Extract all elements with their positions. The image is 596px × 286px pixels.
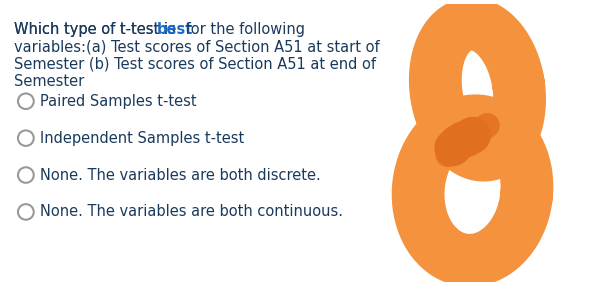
Text: Which type of t-test is: Which type of t-test is	[14, 22, 181, 37]
Text: variables:(a) Test scores of Section A51 at start of: variables:(a) Test scores of Section A51…	[14, 39, 380, 54]
Text: Paired Samples t-test: Paired Samples t-test	[40, 94, 196, 109]
Text: Which type of t-test is ​best​ for the following: Which type of t-test is ​best​ for the f…	[14, 22, 336, 37]
Text: Independent Samples t-test: Independent Samples t-test	[40, 131, 244, 146]
Text: best: best	[157, 22, 194, 37]
Text: for the following: for the following	[181, 22, 305, 37]
Text: None. The variables are both discrete.: None. The variables are both discrete.	[40, 168, 321, 182]
Text: Semester (b) Test scores of Section A51 at end of: Semester (b) Test scores of Section A51 …	[14, 57, 376, 72]
Text: Semester: Semester	[14, 74, 84, 89]
Text: None. The variables are both continuous.: None. The variables are both continuous.	[40, 204, 343, 219]
Text: Which type of t-test is: Which type of t-test is	[14, 22, 181, 37]
